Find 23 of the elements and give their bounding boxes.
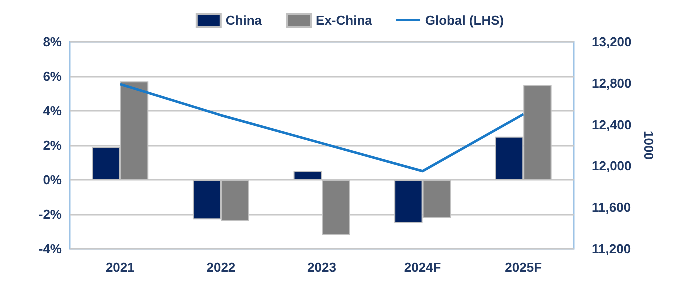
y-tick-label: 4%	[43, 104, 62, 118]
y2-tick-label: 11,600	[592, 200, 632, 216]
line-series	[119, 83, 525, 173]
y2-tick-label: 13,200	[592, 34, 632, 50]
x-tick-label: 2023	[308, 260, 336, 275]
y-tick-label: 6%	[43, 69, 62, 84]
legend-label: China	[226, 13, 263, 28]
legend-label: Ex-China	[316, 13, 374, 28]
y2-axis-title: 1000	[642, 131, 657, 160]
y-tick-label: -4%	[38, 242, 62, 256]
y-tick-label: 0%	[43, 172, 62, 188]
y-tick-label: -2%	[38, 207, 62, 222]
x-tick-label: 2021	[106, 260, 135, 275]
legend-label: Global (LHS)	[425, 13, 504, 28]
x-tick-label: 2022	[206, 260, 236, 275]
x-tick-label: 2025F	[505, 260, 542, 275]
y-tick-label: 8%	[43, 34, 62, 50]
y-tick-label: 2%	[43, 138, 62, 153]
y2-tick-label: 12,000	[592, 158, 632, 174]
y2-tick-label: 12,400	[592, 117, 632, 132]
y2-tick-label: 12,800	[592, 76, 632, 91]
y2-tick-label: 11,200	[592, 242, 632, 256]
x-tick-label: 2024F	[404, 260, 442, 275]
